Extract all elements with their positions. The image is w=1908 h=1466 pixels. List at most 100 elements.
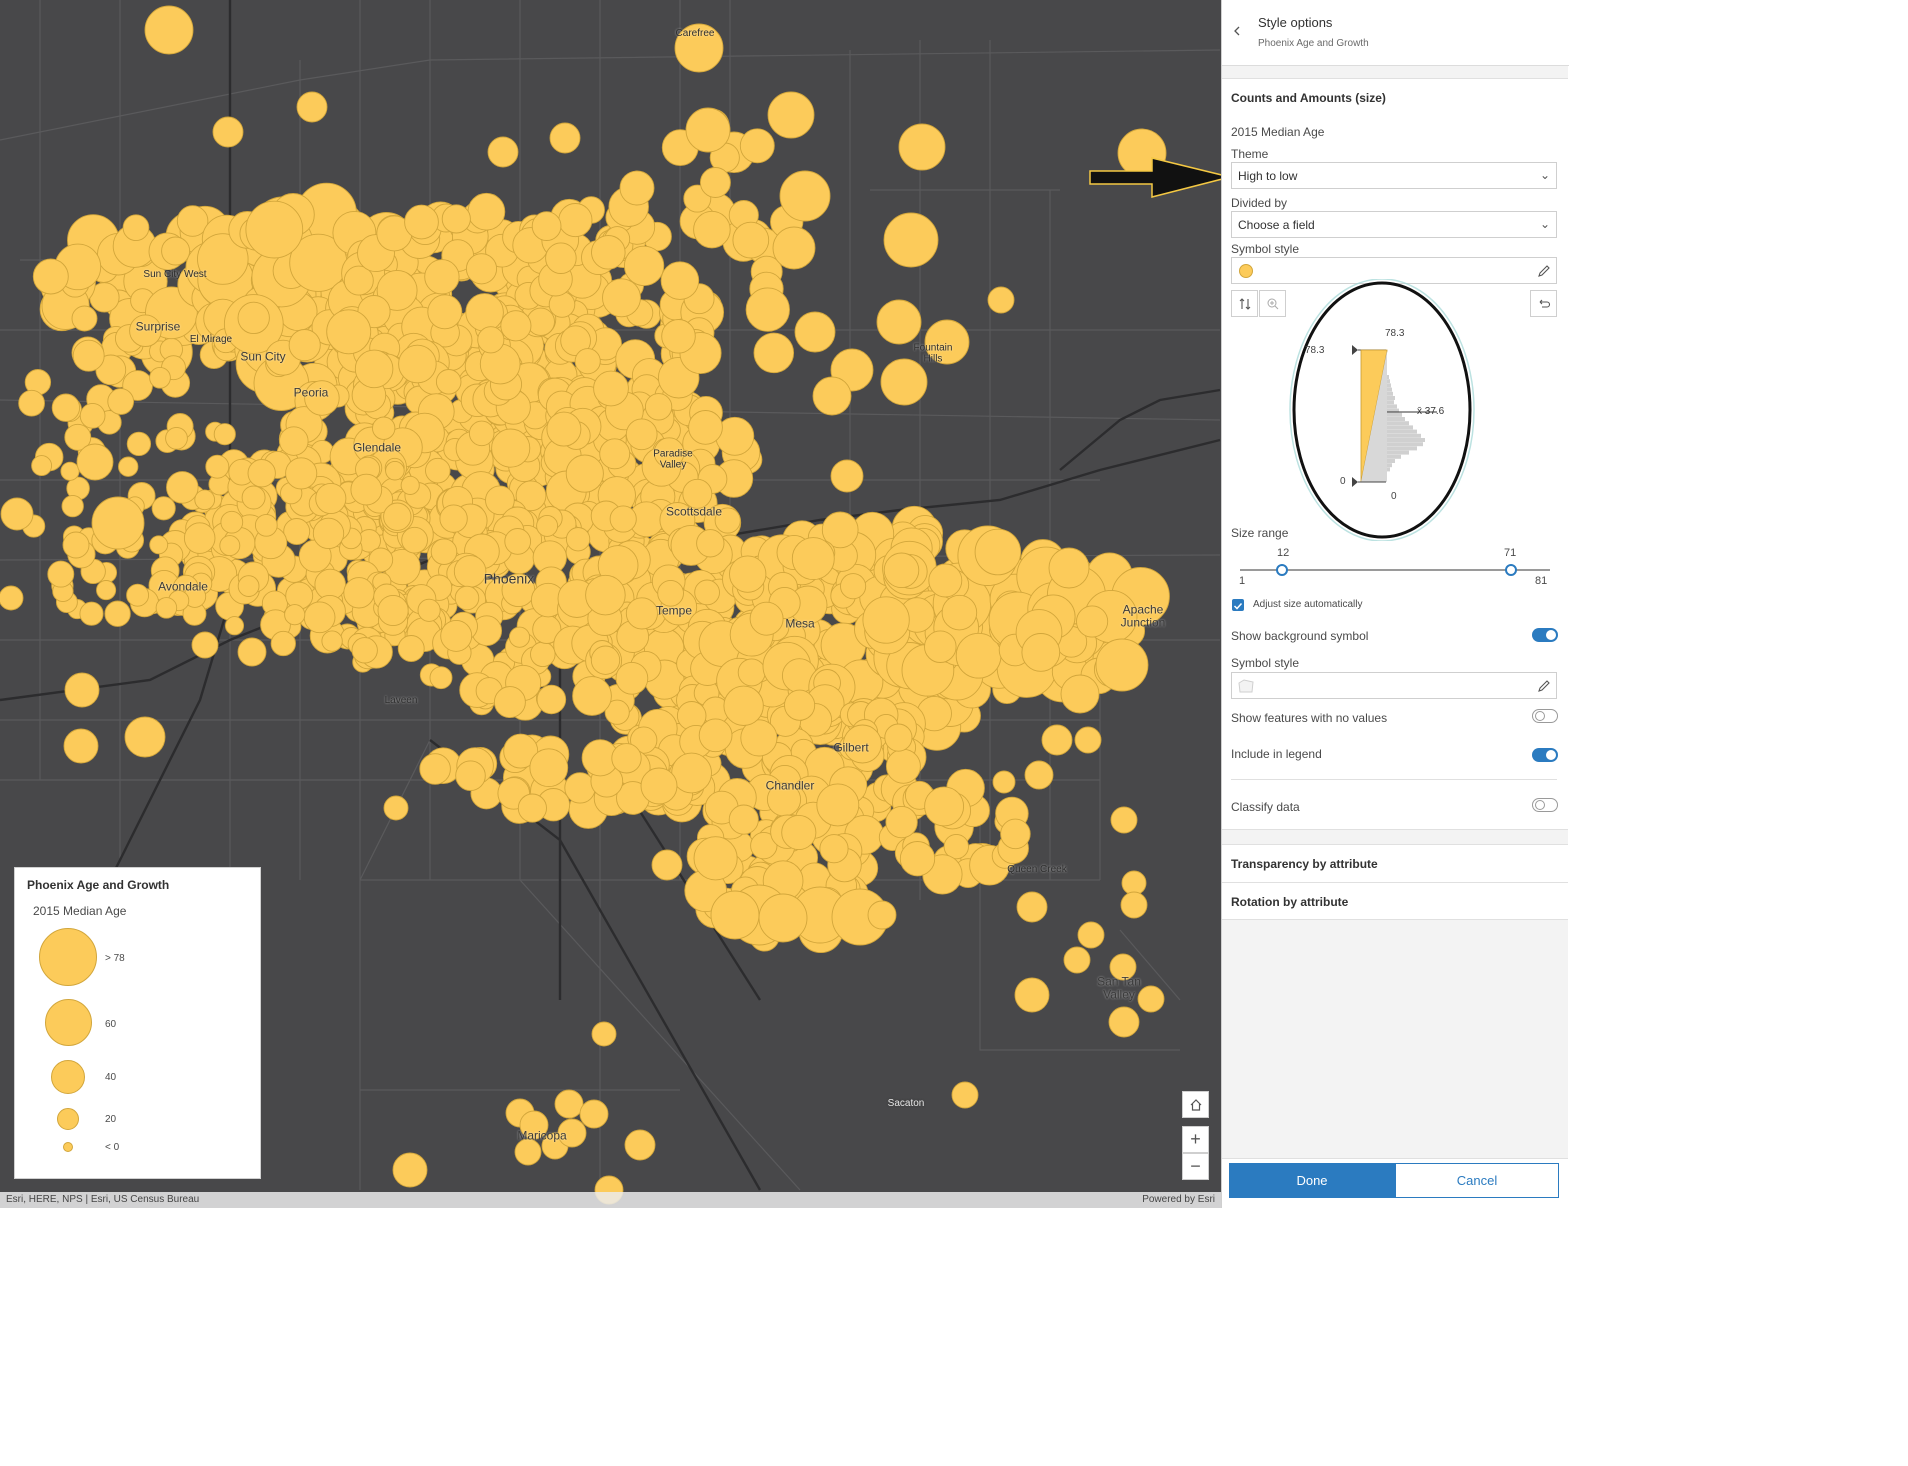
- pencil-icon[interactable]: [1537, 264, 1551, 278]
- legend-symbol-60: [45, 999, 92, 1046]
- range-min-label: 1: [1239, 575, 1246, 587]
- undo-icon: [1539, 299, 1550, 308]
- city-label: San Tan Valley: [1097, 974, 1141, 1001]
- home-button[interactable]: [1182, 1091, 1209, 1118]
- city-label: Queen Creek: [1007, 863, 1067, 875]
- mean-label: x̄ 37.6: [1417, 406, 1445, 417]
- city-label: Carefree: [675, 27, 715, 39]
- city-label: Paradise Valley: [653, 448, 693, 470]
- city-label: Peoria: [293, 385, 329, 400]
- city-label: Chandler: [765, 778, 815, 793]
- handle-min[interactable]: [1352, 477, 1358, 487]
- symbol-style-label: Symbol style: [1231, 242, 1300, 256]
- zoom-out-button[interactable]: −: [1182, 1153, 1209, 1180]
- legend-symbol-40: [51, 1060, 85, 1094]
- symbol-style2-label: Symbol style: [1231, 656, 1300, 670]
- rotation-section-header[interactable]: Rotation by attribute: [1231, 895, 1349, 909]
- legend-label-78: > 78: [105, 953, 125, 964]
- annotation-arrow: [1089, 157, 1221, 198]
- chevron-down-icon: ⌄: [1539, 217, 1550, 231]
- invert-button[interactable]: [1231, 290, 1258, 317]
- city-label: Gilbert: [833, 740, 869, 755]
- legend-label-20: 20: [105, 1114, 117, 1125]
- city-label: Sun City: [240, 349, 286, 364]
- panel-footer: Done Cancel: [1222, 1158, 1568, 1208]
- city-label: Glendale: [352, 440, 402, 455]
- section-title: Counts and Amounts (size): [1231, 91, 1386, 105]
- size-min-value: 12: [1277, 547, 1290, 559]
- pencil-icon[interactable]: [1537, 679, 1551, 693]
- theme-label: Theme: [1231, 147, 1269, 161]
- city-label: Fountain Hills: [913, 342, 953, 364]
- theme-select[interactable]: High to low ⌄: [1231, 162, 1557, 189]
- classify-toggle[interactable]: [1532, 798, 1558, 812]
- reset-button[interactable]: [1530, 290, 1557, 317]
- panel-title: Style options: [1258, 15, 1333, 30]
- plus-icon: +: [1190, 1129, 1201, 1149]
- cancel-button[interactable]: Cancel: [1395, 1163, 1559, 1198]
- median-age-symbols: [0, 5, 1170, 1205]
- divider: [1222, 882, 1568, 883]
- city-label: Laveen: [384, 694, 418, 706]
- city-label: Apache Junction: [1120, 602, 1166, 629]
- panel-header: Style options Phoenix Age and Growth: [1222, 0, 1569, 66]
- background-symbol-picker[interactable]: [1231, 672, 1557, 699]
- city-label: Sacaton: [887, 1097, 925, 1109]
- back-button[interactable]: [1230, 22, 1250, 42]
- powered-by[interactable]: Powered by Esri: [1142, 1194, 1215, 1205]
- zoom-histogram-button[interactable]: [1259, 290, 1286, 317]
- city-label: El Mirage: [189, 333, 233, 345]
- map-canvas[interactable]: [0, 0, 1221, 1208]
- histogram-bars: [1387, 375, 1425, 472]
- histogram-min-label: 0: [1391, 491, 1397, 502]
- city-label: Avondale: [158, 579, 208, 594]
- adjust-auto-label: Adjust size automatically: [1253, 599, 1363, 610]
- show-no-values-toggle[interactable]: [1532, 709, 1558, 723]
- minus-icon: −: [1190, 1156, 1201, 1176]
- slider-handle-min[interactable]: [1276, 564, 1288, 576]
- size-style-section: Counts and Amounts (size) 2015 Median Ag…: [1222, 78, 1568, 830]
- handle-max[interactable]: [1352, 345, 1358, 355]
- symbol-swatch: [1239, 264, 1253, 278]
- histogram-max-label: 78.3: [1385, 328, 1405, 339]
- city-label: Maricopa: [517, 1128, 567, 1143]
- show-no-values-label: Show features with no values: [1231, 711, 1388, 725]
- done-button[interactable]: Done: [1229, 1163, 1395, 1198]
- legend-symbol-78: [39, 928, 97, 986]
- slider-handle-max[interactable]: [1505, 564, 1517, 576]
- include-legend-toggle[interactable]: [1532, 748, 1558, 762]
- city-label: Surprise: [135, 319, 181, 334]
- legend-field: 2015 Median Age: [33, 904, 127, 918]
- divided-by-select[interactable]: Choose a field ⌄: [1231, 211, 1557, 238]
- zoom-in-button[interactable]: +: [1182, 1126, 1209, 1153]
- city-label: Mesa: [785, 616, 815, 631]
- map-view[interactable]: Carefree Sun City West Surprise El Mirage Su…: [0, 0, 1221, 1208]
- attribute-sections: Transparency by attribute Rotation by at…: [1222, 844, 1568, 920]
- include-legend-label: Include in legend: [1231, 747, 1322, 761]
- handle-min-label: 0: [1340, 476, 1346, 487]
- style-options-panel: Style options Phoenix Age and Growth Cou…: [1221, 0, 1569, 1208]
- theme-value: High to low: [1238, 169, 1298, 183]
- city-label: Tempe: [655, 603, 693, 618]
- show-bg-toggle[interactable]: [1532, 628, 1558, 642]
- size-range-slider[interactable]: [1240, 569, 1550, 571]
- panel-subtitle: Phoenix Age and Growth: [1258, 38, 1369, 49]
- classify-label: Classify data: [1231, 800, 1300, 814]
- attribution-bar: Esri, HERE, NPS | Esri, US Census Bureau…: [0, 1192, 1221, 1208]
- polygon-swatch-icon: [1238, 679, 1254, 693]
- legend-symbol-0: [63, 1142, 73, 1152]
- size-max-value: 71: [1504, 547, 1517, 559]
- legend-label-60: 60: [105, 1019, 117, 1030]
- adjust-auto-checkbox[interactable]: [1232, 599, 1244, 611]
- home-icon: [1190, 1098, 1201, 1111]
- city-label: Sun City West: [143, 268, 207, 280]
- city-label: Scottsdale: [665, 504, 723, 519]
- size-range-label: Size range: [1231, 526, 1289, 540]
- city-label: Phoenix: [483, 570, 535, 587]
- magnifier-plus-icon: [1267, 298, 1278, 309]
- symbol-style-picker[interactable]: [1231, 257, 1557, 284]
- divider: [1231, 779, 1557, 780]
- legend-label-40: 40: [105, 1072, 117, 1083]
- transparency-section-header[interactable]: Transparency by attribute: [1231, 857, 1378, 871]
- size-histogram[interactable]: 78.3 78.3 x̄ 37.6 0 0: [1282, 279, 1482, 541]
